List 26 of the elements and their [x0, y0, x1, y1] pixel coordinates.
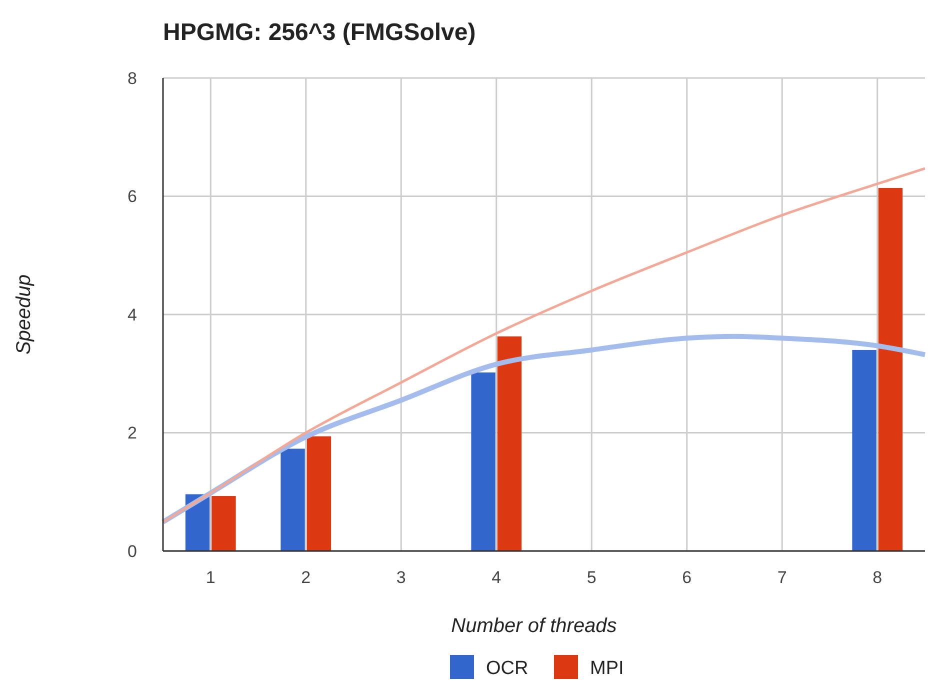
x-tick-label: 3: [396, 568, 406, 587]
chart-title: HPGMG: 256^3 (FMGSolve): [163, 19, 476, 46]
y-tick-label: 4: [128, 305, 137, 324]
bar: [878, 188, 903, 551]
y-tick-label: 2: [128, 424, 137, 443]
x-tick-label: 2: [301, 568, 311, 587]
x-tick-label: 7: [777, 568, 787, 587]
x-axis-title: Number of threads: [451, 615, 617, 637]
legend-label: OCR: [486, 658, 528, 679]
legend-label: MPI: [590, 658, 624, 679]
bar: [306, 436, 332, 551]
y-tick-label: 6: [128, 187, 137, 206]
x-tick-label: 1: [206, 568, 216, 587]
bar: [280, 448, 305, 551]
y-tick-label: 0: [128, 542, 137, 561]
y-tick-label: 8: [128, 68, 137, 88]
bar: [497, 336, 522, 551]
bar: [852, 350, 876, 551]
bar: [212, 496, 236, 551]
y-axis-title: Speedup: [13, 274, 35, 355]
bar: [471, 372, 496, 551]
x-tick-label: 5: [586, 568, 596, 587]
x-tick-label: 8: [872, 568, 882, 587]
x-tick-label: 4: [492, 568, 502, 587]
line-series: [162, 167, 926, 524]
x-tick-label: 6: [682, 568, 692, 587]
